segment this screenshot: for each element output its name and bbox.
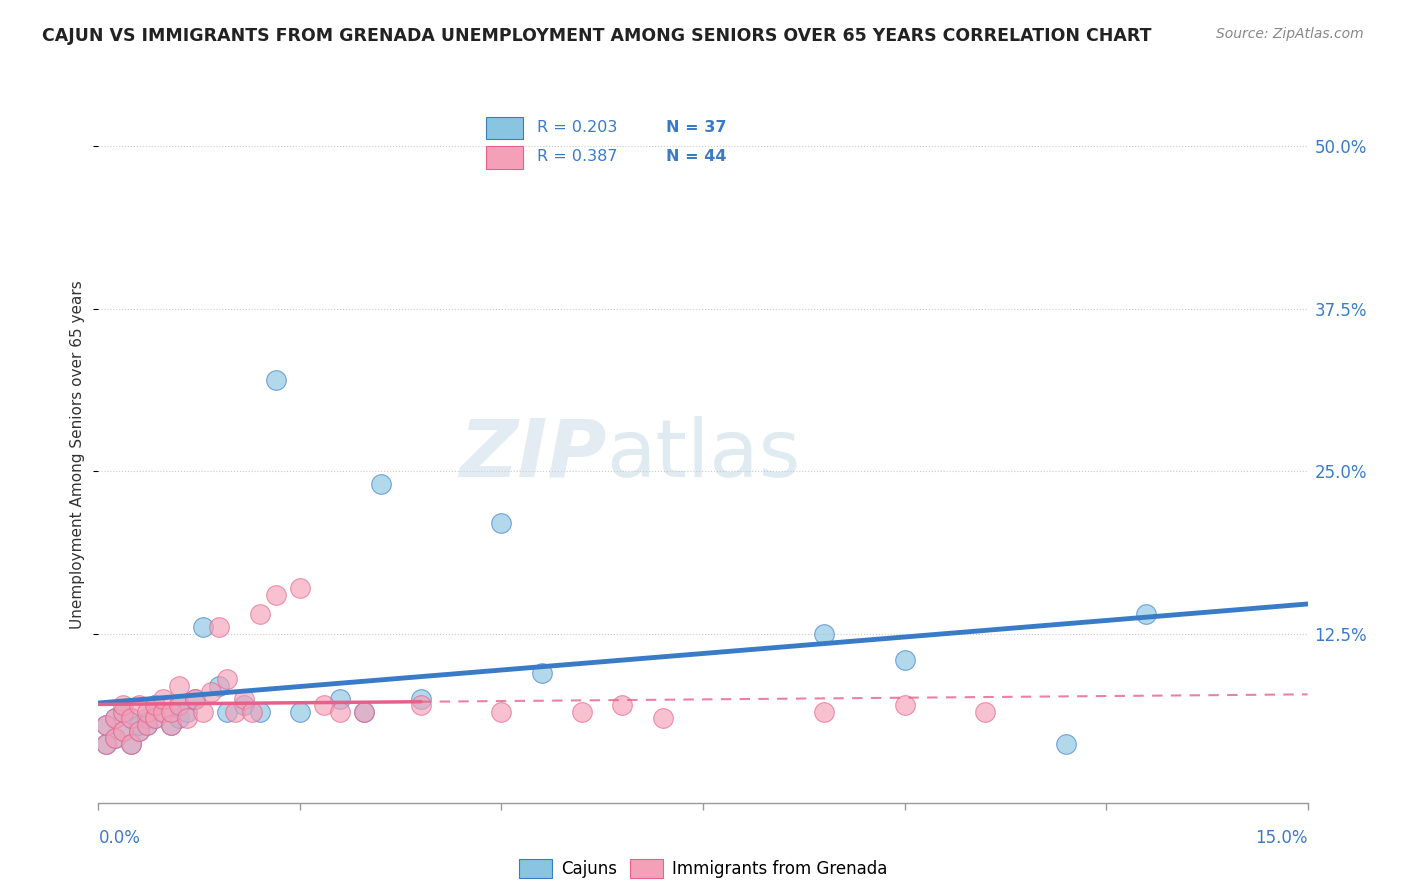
Point <box>176 711 198 725</box>
Legend: Cajuns, Immigrants from Grenada: Cajuns, Immigrants from Grenada <box>512 853 894 885</box>
Point <box>167 698 190 713</box>
Point <box>409 691 432 706</box>
Point <box>160 705 183 719</box>
Point <box>120 737 142 751</box>
Point <box>208 620 231 634</box>
Point <box>103 731 125 745</box>
Point <box>353 705 375 719</box>
Point <box>264 588 287 602</box>
Point <box>530 665 553 680</box>
Point <box>200 685 222 699</box>
Point <box>224 705 246 719</box>
Point <box>208 679 231 693</box>
Text: CAJUN VS IMMIGRANTS FROM GRENADA UNEMPLOYMENT AMONG SENIORS OVER 65 YEARS CORREL: CAJUN VS IMMIGRANTS FROM GRENADA UNEMPLO… <box>42 27 1152 45</box>
Point <box>813 626 835 640</box>
Point <box>1135 607 1157 622</box>
Point <box>167 679 190 693</box>
Text: ZIP: ZIP <box>458 416 606 494</box>
Point <box>96 718 118 732</box>
Point <box>103 731 125 745</box>
Text: 15.0%: 15.0% <box>1256 830 1308 847</box>
Point <box>167 711 190 725</box>
Point <box>249 705 271 719</box>
Point <box>184 691 207 706</box>
Text: Source: ZipAtlas.com: Source: ZipAtlas.com <box>1216 27 1364 41</box>
Point <box>264 373 287 387</box>
Point <box>128 724 150 739</box>
Point <box>176 705 198 719</box>
Point <box>96 737 118 751</box>
Point <box>152 705 174 719</box>
Point <box>160 718 183 732</box>
Point <box>96 737 118 751</box>
Point <box>128 718 150 732</box>
Point <box>128 724 150 739</box>
Point <box>120 711 142 725</box>
Point <box>111 705 134 719</box>
Point <box>184 691 207 706</box>
Point <box>152 691 174 706</box>
Point <box>143 711 166 725</box>
Point <box>1054 737 1077 751</box>
Point <box>103 711 125 725</box>
Point <box>152 705 174 719</box>
Point <box>193 705 215 719</box>
Point <box>135 705 157 719</box>
Point <box>571 705 593 719</box>
Point <box>288 705 311 719</box>
Point <box>135 711 157 725</box>
Point <box>111 698 134 713</box>
Text: atlas: atlas <box>606 416 800 494</box>
Point <box>217 705 239 719</box>
Point <box>232 698 254 713</box>
Point <box>329 691 352 706</box>
Point <box>128 698 150 713</box>
Point <box>491 705 513 719</box>
Point <box>143 698 166 713</box>
Point <box>232 691 254 706</box>
Point <box>612 698 634 713</box>
Point <box>160 718 183 732</box>
Point <box>103 711 125 725</box>
Point <box>167 698 190 713</box>
Point <box>120 711 142 725</box>
Point <box>353 705 375 719</box>
Point <box>111 724 134 739</box>
Point <box>143 698 166 713</box>
Point <box>193 620 215 634</box>
Point <box>651 711 673 725</box>
Point <box>314 698 336 713</box>
Point <box>143 711 166 725</box>
Y-axis label: Unemployment Among Seniors over 65 years: Unemployment Among Seniors over 65 years <box>70 281 86 629</box>
Point <box>111 705 134 719</box>
Point <box>893 698 915 713</box>
Point <box>288 581 311 595</box>
Point <box>370 477 392 491</box>
Point <box>217 672 239 686</box>
Point <box>491 516 513 531</box>
Point <box>974 705 997 719</box>
Point <box>409 698 432 713</box>
Point <box>96 718 118 732</box>
Text: 0.0%: 0.0% <box>98 830 141 847</box>
Point <box>135 718 157 732</box>
Point <box>813 705 835 719</box>
Point <box>240 705 263 719</box>
Point <box>249 607 271 622</box>
Point <box>111 724 134 739</box>
Point <box>329 705 352 719</box>
Point <box>135 718 157 732</box>
Point <box>893 653 915 667</box>
Point <box>120 737 142 751</box>
